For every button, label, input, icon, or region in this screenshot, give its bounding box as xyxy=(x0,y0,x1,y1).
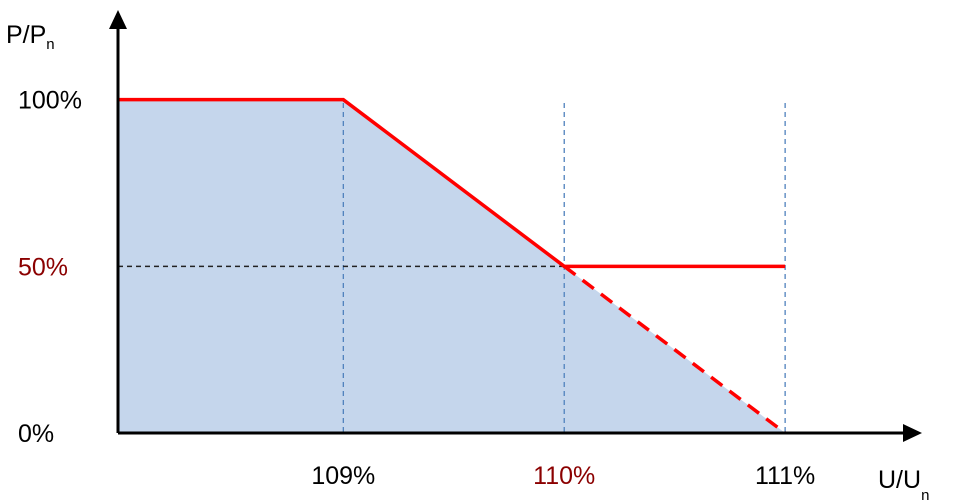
series-layer xyxy=(118,97,787,435)
x-tick-label-3: 111% xyxy=(755,462,815,490)
y-tick-label-3: 0% xyxy=(18,420,54,448)
y-axis-title: P/Pn xyxy=(6,21,55,53)
y-axis-arrowhead xyxy=(109,10,127,29)
axes-layer xyxy=(109,10,922,442)
y-axis-title-subscript: n xyxy=(46,36,54,53)
x-axis-title: U/Un xyxy=(878,466,929,504)
x-axis-arrowhead xyxy=(903,424,922,442)
y-tick-label-2: 50% xyxy=(18,253,68,281)
x-tick-label-1: 109% xyxy=(311,462,375,490)
series-line-1-solid xyxy=(118,97,786,269)
series-line-2-dashed xyxy=(563,264,787,435)
x-tick-label-2: 110% xyxy=(533,462,595,490)
label-layer: P/Pn U/Un 100% 50% 0% 109% 110% 111% xyxy=(6,21,929,504)
x-axis-title-subscript: n xyxy=(921,487,929,504)
y-tick-label-1: 100% xyxy=(18,87,82,115)
